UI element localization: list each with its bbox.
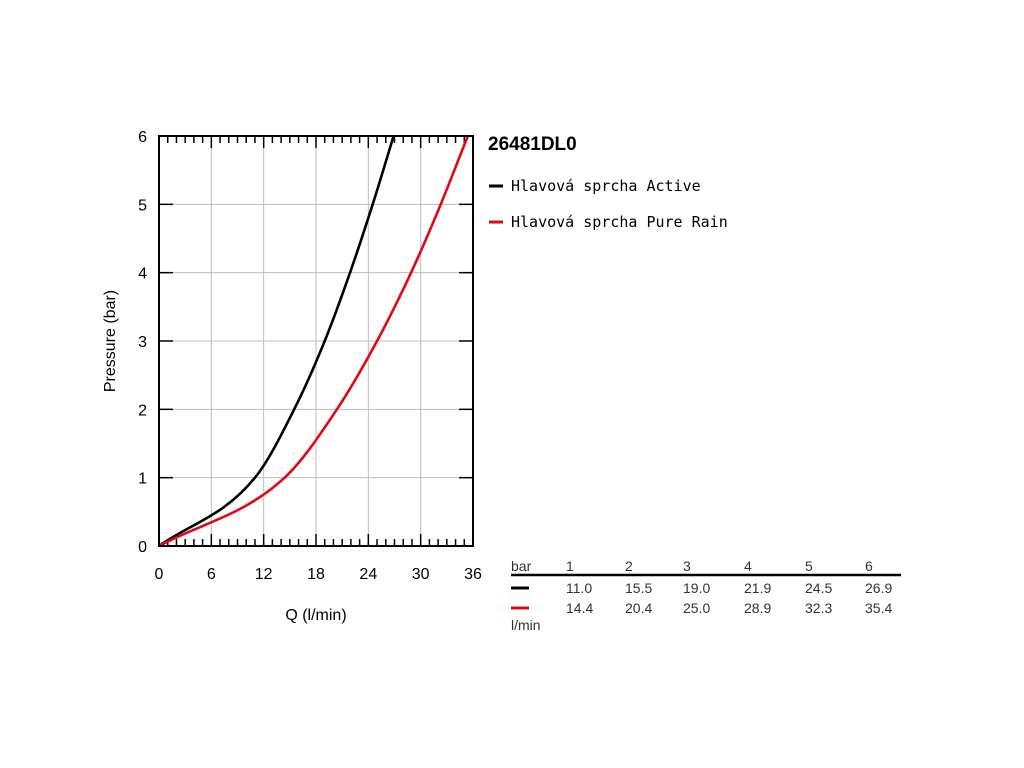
y-tick-label: 1 xyxy=(138,471,147,488)
y-tick-label: 3 xyxy=(138,334,147,351)
x-tick-label: 36 xyxy=(464,566,482,583)
table-header-cell: 5 xyxy=(805,558,813,574)
table-header-label: bar xyxy=(511,558,532,574)
y-tick-label: 5 xyxy=(138,197,147,214)
legend-label: Hlavová sprcha Active xyxy=(511,177,701,195)
table-cell: 11.0 xyxy=(566,580,592,596)
x-tick-label: 12 xyxy=(255,566,273,583)
x-axis-title: Q (l/min) xyxy=(285,607,346,624)
legend: Hlavová sprcha Active Hlavová sprcha Pure… xyxy=(489,177,728,231)
table-cell: 24.5 xyxy=(805,580,832,596)
table-cell: 35.4 xyxy=(865,600,892,616)
y-tick-label: 6 xyxy=(138,129,147,146)
x-tick-labels: 0 6 12 18 24 30 36 xyxy=(155,566,482,583)
table-cell: 21.9 xyxy=(744,580,771,596)
y-axis-title: Pressure (bar) xyxy=(102,290,119,392)
y-tick-labels: 0 1 2 3 4 5 6 xyxy=(138,129,147,556)
table-cell: 26.9 xyxy=(865,580,892,596)
y-tick-label: 0 xyxy=(138,539,147,556)
table-unit-label: l/min xyxy=(511,617,541,633)
y-tick-label: 2 xyxy=(138,402,147,419)
table-cell: 20.4 xyxy=(625,600,652,616)
flow-table: bar 1 2 3 4 5 6 11.0 15.5 19.0 21.9 24.5 26.9 14.4 20.… xyxy=(511,558,901,633)
table-header-cell: 6 xyxy=(865,558,873,574)
chart-title: 26481DL0 xyxy=(488,134,577,155)
table-header-cell: 1 xyxy=(566,558,574,574)
series-lines xyxy=(158,135,469,548)
table-header-cell: 2 xyxy=(625,558,633,574)
table-header-cell: 3 xyxy=(683,558,691,574)
table-cell: 28.9 xyxy=(744,600,771,616)
plot-frame xyxy=(158,135,474,547)
x-tick-label: 30 xyxy=(412,566,430,583)
table-cell: 32.3 xyxy=(805,600,832,616)
table-cell: 14.4 xyxy=(566,600,593,616)
table-cell: 15.5 xyxy=(625,580,652,596)
table-cell: 19.0 xyxy=(683,580,710,596)
x-tick-label: 18 xyxy=(307,566,325,583)
table-header-cell: 4 xyxy=(744,558,752,574)
table-cell: 25.0 xyxy=(683,600,710,616)
grid-lines xyxy=(159,136,473,546)
minor-ticks xyxy=(166,136,466,546)
series-line-2 xyxy=(158,135,469,548)
legend-label: Hlavová sprcha Pure Rain xyxy=(511,213,728,231)
x-tick-label: 6 xyxy=(207,566,216,583)
x-tick-label: 0 xyxy=(155,566,164,583)
y-tick-label: 4 xyxy=(138,266,147,283)
series-line-1 xyxy=(158,135,395,548)
x-tick-label: 24 xyxy=(359,566,377,583)
